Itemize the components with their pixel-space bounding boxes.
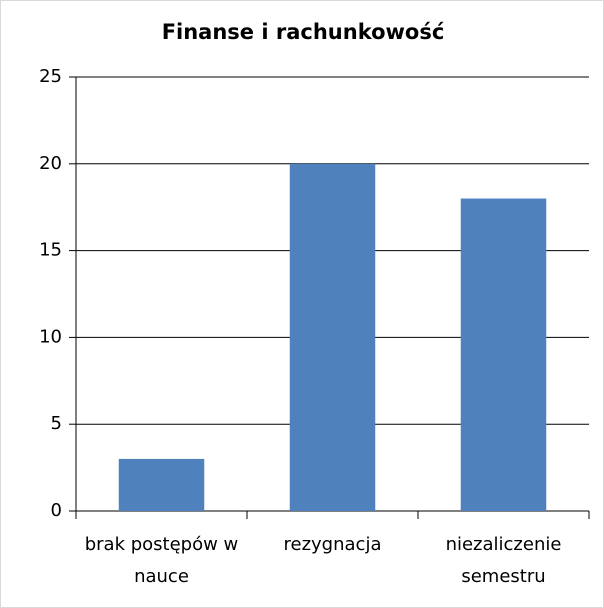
x-tick-label: niezaliczenie semestru <box>445 534 562 587</box>
bar <box>118 458 205 511</box>
x-tick-label: rezygnacja <box>283 534 382 555</box>
y-tick-label: 20 <box>39 153 62 174</box>
x-tick-label: brak postępów w nauce <box>84 534 239 587</box>
bar <box>289 163 376 512</box>
y-tick-label: 25 <box>39 66 62 87</box>
y-tick-label: 15 <box>39 240 62 261</box>
bar <box>460 198 547 511</box>
y-tick-label: 10 <box>39 326 62 347</box>
y-tick-label: 0 <box>51 500 62 521</box>
y-tick-label: 5 <box>51 413 62 434</box>
chart-title: Finanse i rachunkowość <box>162 20 445 44</box>
